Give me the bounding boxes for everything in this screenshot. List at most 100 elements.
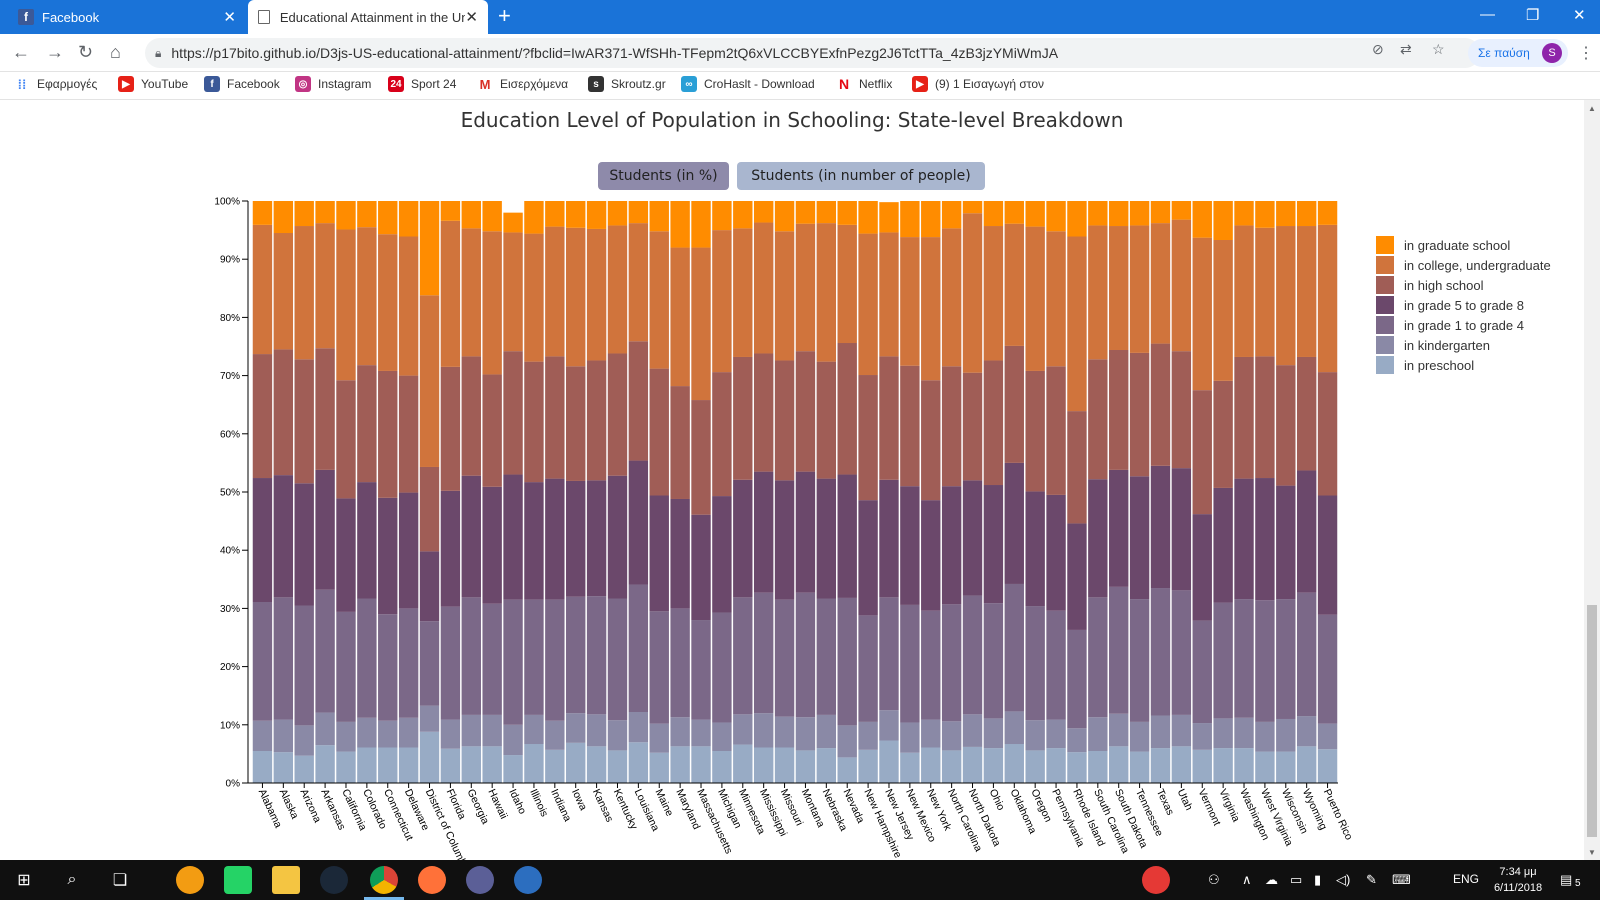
bookmark-apps[interactable]: ⁞⁞ Εφαρμογές — [14, 76, 98, 92]
bar-segment — [440, 490, 461, 607]
bar-segment — [1004, 583, 1024, 712]
bar-segment — [753, 713, 774, 748]
profile-paused-button[interactable]: Σε παύση S — [1468, 39, 1568, 67]
reload-icon[interactable]: ↻ — [78, 42, 94, 62]
bar-segment — [1129, 721, 1150, 752]
keyboard-icon[interactable]: ⌨ — [1392, 872, 1411, 887]
home-icon[interactable]: ⌂ — [110, 42, 121, 62]
app-icon[interactable] — [514, 866, 542, 894]
tab-educational-attainment[interactable]: Educational Attainment in the Un ✕ — [248, 0, 488, 34]
blocked-icon[interactable]: ⊘ — [1372, 41, 1384, 57]
activity-monitor-icon[interactable] — [1142, 866, 1170, 894]
pen-icon[interactable]: ✎ — [1366, 872, 1377, 887]
x-tick-label: Maine — [653, 787, 676, 818]
bar-segment — [712, 722, 732, 751]
translate-icon[interactable]: ⇄ — [1400, 41, 1412, 57]
bar-segment — [712, 750, 732, 783]
chrome-icon[interactable] — [370, 866, 398, 894]
bar-segment — [1088, 359, 1108, 480]
bar-segment — [900, 486, 920, 605]
firefox-icon[interactable] — [418, 866, 446, 894]
scrollbar-thumb[interactable] — [1587, 605, 1597, 837]
bookmark-youtube-video[interactable]: ▶ (9) 1 Εισαγωγή στον — [912, 76, 1044, 92]
legend-swatch — [1376, 316, 1394, 334]
bar-segment — [419, 201, 440, 296]
search-icon[interactable]: ⌕ — [67, 871, 77, 888]
lock-icon[interactable]: 🔒︎ — [155, 45, 162, 60]
menu-icon[interactable]: ⋮ — [1578, 45, 1594, 62]
bar-segment — [921, 500, 941, 611]
close-icon[interactable]: ✕ — [465, 9, 478, 26]
sport24-icon: 24 — [388, 76, 404, 92]
steam-icon[interactable] — [320, 866, 348, 894]
students-number-button[interactable]: Students (in number of people) — [737, 162, 985, 190]
task-view-icon[interactable]: ❏ — [112, 872, 128, 889]
bookmark-sport24[interactable]: 24 Sport 24 — [388, 76, 456, 92]
bar-segment — [900, 365, 920, 487]
legend-item: in grade 1 to grade 4 — [1376, 316, 1524, 334]
new-tab-button[interactable]: + — [498, 3, 511, 28]
restore-icon[interactable]: ❐ — [1526, 7, 1540, 24]
notifications-icon[interactable]: ▤ — [1560, 872, 1573, 887]
forward-icon[interactable]: → — [46, 42, 64, 62]
bar-segment — [1025, 370, 1045, 492]
battery-icon[interactable]: ▮ — [1314, 872, 1322, 887]
bookmark-youtube[interactable]: ▶ YouTube — [118, 76, 188, 92]
legend-swatch — [1376, 336, 1394, 354]
whatsapp-icon[interactable] — [224, 866, 252, 894]
bar-segment — [1234, 201, 1254, 226]
url-omnibox[interactable]: 🔒︎ https://p17bito.github.io/D3js-US-edu… — [145, 38, 1480, 68]
bookmark-crohaslt[interactable]: ∞ CroHaslt - Download — [681, 76, 815, 92]
bar-segment — [921, 747, 941, 783]
bookmark-skroutz[interactable]: s Skroutz.gr — [588, 76, 666, 92]
file-explorer-icon[interactable] — [272, 866, 300, 894]
y-tick-label: 100% — [214, 197, 240, 208]
eclipse-icon[interactable] — [466, 866, 494, 894]
vertical-scrollbar[interactable]: ▲ ▼ — [1584, 100, 1600, 860]
back-icon[interactable]: ← — [12, 42, 30, 62]
tab-title: Educational Attainment in the Un — [279, 9, 466, 25]
chevron-up-icon[interactable]: ∧ — [1242, 872, 1252, 887]
scroll-down-icon[interactable]: ▼ — [1588, 848, 1596, 857]
bookmark-netflix[interactable]: N Netflix — [836, 76, 892, 92]
bar-segment — [879, 356, 899, 480]
bar-segment — [1067, 728, 1087, 753]
minimize-icon[interactable]: — — [1480, 6, 1495, 23]
bar-segment — [1088, 201, 1108, 226]
bookmark-instagram[interactable]: ◎ Instagram — [295, 76, 371, 92]
downloader-app-icon[interactable] — [176, 866, 204, 894]
bar-segment — [962, 201, 983, 214]
clock[interactable]: 7:34 μμ 6/11/2018 — [1488, 864, 1548, 896]
people-icon[interactable]: ⚇ — [1208, 872, 1220, 887]
bar-segment — [461, 475, 481, 598]
volume-icon[interactable]: ◁) — [1336, 872, 1351, 887]
scroll-up-icon[interactable]: ▲ — [1588, 104, 1596, 113]
bar-segment — [628, 341, 649, 461]
close-icon[interactable]: ✕ — [223, 9, 236, 26]
bar-segment — [1004, 744, 1024, 783]
legend-label: in high school — [1404, 277, 1484, 293]
x-tick-label: Illinois — [527, 787, 550, 819]
bar-segment — [461, 714, 481, 747]
onedrive-icon[interactable]: ☁ — [1265, 872, 1278, 887]
students-percent-button[interactable]: Students (in %) — [598, 162, 729, 190]
tab-title: Facebook — [42, 9, 100, 25]
bar-segment — [1255, 201, 1275, 228]
star-icon[interactable]: ☆ — [1432, 41, 1445, 57]
bar-segment — [816, 748, 837, 783]
bookmark-inbox[interactable]: M Εισερχόμενα — [477, 76, 569, 92]
bar-segment — [962, 372, 983, 481]
network-icon[interactable]: ▭ — [1290, 872, 1303, 887]
language-indicator[interactable]: ENG — [1453, 872, 1480, 886]
bar-segment — [837, 474, 857, 598]
bar-segment — [378, 234, 398, 371]
bar-segment — [1276, 751, 1296, 783]
url-text[interactable]: https://p17bito.github.io/D3js-US-educat… — [171, 45, 1059, 61]
bar-segment — [1317, 723, 1338, 750]
windows-start-icon[interactable]: ⊞ — [17, 872, 31, 889]
bar-segment — [691, 746, 711, 783]
tab-facebook[interactable]: f Facebook ✕ — [8, 0, 246, 34]
window-close-icon[interactable]: ✕ — [1573, 7, 1586, 24]
bar-segment — [336, 498, 356, 612]
bookmark-facebook[interactable]: f Facebook — [204, 76, 280, 92]
